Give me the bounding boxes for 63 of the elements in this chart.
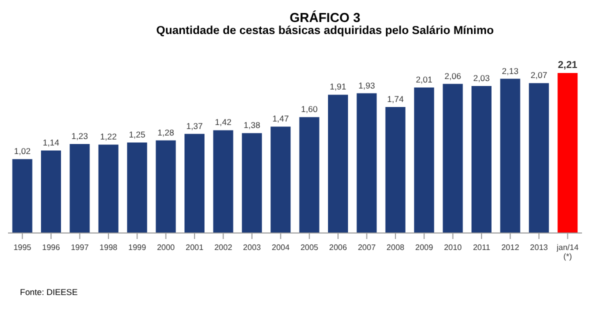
data-label: 1,14 [42, 137, 60, 148]
data-label: 1,38 [244, 120, 260, 130]
data-label: 1,22 [100, 132, 117, 142]
data-label: 1,60 [301, 104, 318, 114]
x-tick-label: 2003 [243, 243, 262, 252]
bar [184, 134, 205, 233]
x-tick-label: 2013 [530, 243, 548, 252]
bar [356, 93, 377, 233]
bar [528, 83, 549, 233]
bar [127, 142, 148, 233]
x-tick-label: 2006 [329, 243, 348, 252]
bar [299, 117, 320, 233]
data-label: 1,91 [330, 82, 347, 92]
data-label: 1,47 [272, 114, 290, 124]
data-label: 1,74 [387, 94, 404, 104]
x-tick-label: 2012 [501, 243, 520, 252]
data-label: 2,21 [558, 60, 578, 71]
bar [213, 130, 234, 233]
x-tick-label: 2002 [214, 243, 233, 252]
bar [70, 144, 90, 233]
bar [270, 126, 291, 233]
x-tick-label: 1998 [100, 243, 118, 252]
x-tick-label: 1995 [13, 243, 32, 252]
data-label: 1,37 [186, 120, 204, 131]
x-tick-label: 2005 [300, 243, 319, 252]
bar [442, 84, 463, 233]
x-tick-label: 2008 [386, 243, 405, 252]
bar [12, 159, 32, 233]
bar [41, 150, 62, 233]
x-tick-label: 2011 [472, 243, 491, 252]
data-label: 2,03 [473, 73, 490, 84]
x-tick-label: 1997 [70, 243, 90, 252]
data-label: 1,28 [158, 127, 174, 138]
data-label: 1,42 [214, 117, 232, 128]
bar [385, 107, 406, 233]
data-label: 1,25 [128, 130, 146, 140]
x-tick-label: 2004 [272, 243, 290, 252]
data-label: 1,02 [14, 146, 31, 156]
x-tick-label: 2000 [156, 243, 176, 252]
data-label: 2,13 [502, 66, 519, 76]
x-tick-label: 1996 [42, 243, 60, 252]
bar [98, 144, 118, 233]
x-tick-label: 2009 [415, 243, 434, 252]
data-label: 2,06 [444, 70, 462, 81]
x-tick-label: 2001 [186, 243, 204, 252]
bar [156, 140, 176, 233]
data-label: 1,93 [358, 80, 376, 90]
chart-title: GRÁFICO 3 [288, 9, 362, 25]
bar [500, 78, 520, 233]
x-tick-label: 2010 [444, 243, 462, 252]
data-label: 2,01 [416, 74, 433, 84]
bar [328, 94, 348, 233]
bar [558, 73, 578, 233]
x-tick-label: 2007 [358, 243, 376, 252]
source-note: Fonte: DIEESE [20, 287, 79, 297]
data-label: 1,23 [71, 130, 88, 141]
x-tick-label: 1999 [128, 243, 147, 252]
chart-subtitle: Quantidade de cestas básicas adquiridas pelo Salário Mínimo [155, 25, 495, 37]
bar [472, 86, 492, 233]
bar [242, 133, 262, 233]
data-label: 2,07 [530, 70, 548, 80]
x-tick-label: jan/14 (*) [556, 243, 580, 261]
bar [414, 87, 434, 233]
